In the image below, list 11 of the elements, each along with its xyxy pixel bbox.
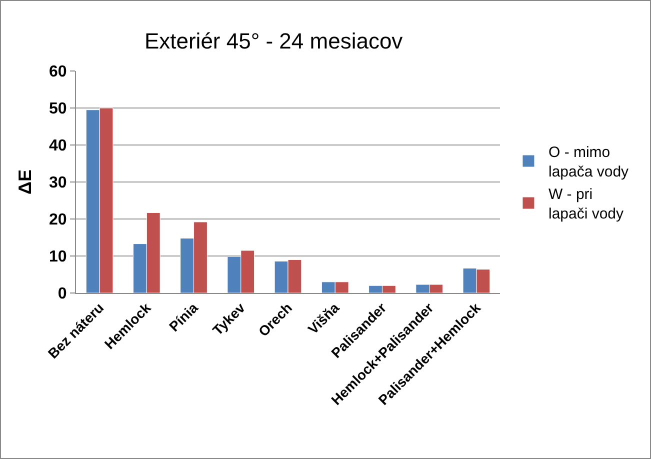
y-tick-label: 60 bbox=[49, 64, 67, 81]
y-tick-label: 20 bbox=[49, 212, 67, 229]
y-tick-label: 30 bbox=[49, 174, 67, 192]
y-axis-title: ΔE bbox=[15, 170, 36, 194]
y-tick-label: 50 bbox=[49, 100, 67, 118]
legend-label: O - mimo lapača vody bbox=[548, 144, 630, 181]
y-tick-label: 40 bbox=[49, 138, 67, 155]
y-tick-label: 0 bbox=[58, 286, 67, 303]
chart-title: Exteriér 45° - 24 mesiacov bbox=[144, 28, 403, 54]
y-tick-label: 10 bbox=[49, 248, 67, 266]
legend-label: W - pri lapači vody bbox=[548, 186, 624, 223]
